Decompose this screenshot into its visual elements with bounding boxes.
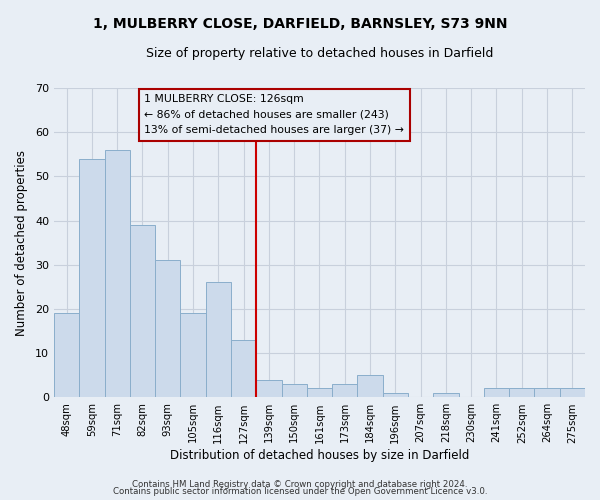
Bar (206, 282, 231, 398)
Bar (484, 388, 509, 398)
Bar (79, 158, 104, 398)
Bar (358, 375, 383, 398)
X-axis label: Distribution of detached houses by size in Darfield: Distribution of detached houses by size … (170, 450, 469, 462)
Text: Contains public sector information licensed under the Open Government Licence v3: Contains public sector information licen… (113, 487, 487, 496)
Bar (155, 260, 181, 398)
Bar (281, 384, 307, 398)
Bar (104, 150, 130, 398)
Bar (130, 225, 155, 398)
Y-axis label: Number of detached properties: Number of detached properties (15, 150, 28, 336)
Bar (332, 384, 358, 398)
Bar (181, 314, 206, 398)
Text: 1, MULBERRY CLOSE, DARFIELD, BARNSLEY, S73 9NN: 1, MULBERRY CLOSE, DARFIELD, BARNSLEY, S… (93, 18, 507, 32)
Title: Size of property relative to detached houses in Darfield: Size of property relative to detached ho… (146, 48, 493, 60)
Bar (256, 380, 281, 398)
Text: 1 MULBERRY CLOSE: 126sqm
← 86% of detached houses are smaller (243)
13% of semi-: 1 MULBERRY CLOSE: 126sqm ← 86% of detach… (144, 94, 404, 136)
Bar (383, 393, 408, 398)
Bar (54, 314, 79, 398)
Bar (560, 388, 585, 398)
Bar (535, 388, 560, 398)
Bar (307, 388, 332, 398)
Bar (433, 393, 458, 398)
Bar (509, 388, 535, 398)
Text: Contains HM Land Registry data © Crown copyright and database right 2024.: Contains HM Land Registry data © Crown c… (132, 480, 468, 489)
Bar (231, 340, 256, 398)
